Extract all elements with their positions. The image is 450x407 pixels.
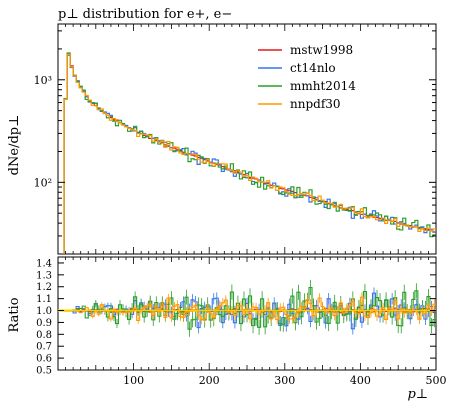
ratio-y-axis-label: Ratio <box>7 297 22 332</box>
main-plot: 10² 10³ <box>34 23 437 255</box>
series-line-ct14nlo <box>63 54 436 254</box>
ratio-y-tick-label: 0.6 <box>36 354 52 365</box>
ratio-line-nnpdf30 <box>64 296 436 322</box>
x-tick-label: 200 <box>199 374 220 387</box>
x-tick-label: 400 <box>350 374 371 387</box>
ratio-y-tick-label: 0.5 <box>36 366 52 377</box>
ratio-y-tick-label: 0.9 <box>36 318 52 329</box>
main-y-tick-label: 10² <box>34 176 52 189</box>
series-line-mmht2014 <box>63 52 436 254</box>
ratio-y-tick-label: 0.7 <box>36 342 52 353</box>
legend: mstw1998 ct14nlo mmht2014 nnpdf30 <box>258 43 356 111</box>
main-y-axis-label: dNe/dp⊥ <box>7 115 22 176</box>
ratio-y-tick-label: 1.0 <box>36 306 52 317</box>
series-line-mstw1998 <box>63 53 436 254</box>
x-axis-label: p⊥ <box>407 387 428 402</box>
legend-label-mmht2014: mmht2014 <box>290 79 356 93</box>
legend-label-nnpdf30: nnpdf30 <box>290 97 341 111</box>
legend-label-ct14nlo: ct14nlo <box>290 61 336 75</box>
main-y-tick-label: 10³ <box>34 74 52 87</box>
chart-title: p⊥ distribution for e+, e− <box>58 7 232 22</box>
x-tick-label: 100 <box>123 374 144 387</box>
x-tick-label: 500 <box>426 374 447 387</box>
legend-label-mstw1998: mstw1998 <box>290 43 353 57</box>
ratio-y-tick-label: 1.4 <box>36 258 52 269</box>
series-line-nnpdf30 <box>63 53 436 254</box>
ratio-y-tick-label: 0.8 <box>36 330 52 341</box>
ratio-y-tick-label: 1.1 <box>36 294 52 305</box>
ratio-y-tick-label: 1.3 <box>36 270 52 281</box>
x-tick-label: 300 <box>274 374 295 387</box>
ratio-plot: 100 200 300 400 5000.50.60.70.80.91.01.11.21… <box>36 256 447 387</box>
ratio-y-tick-label: 1.2 <box>36 282 52 293</box>
